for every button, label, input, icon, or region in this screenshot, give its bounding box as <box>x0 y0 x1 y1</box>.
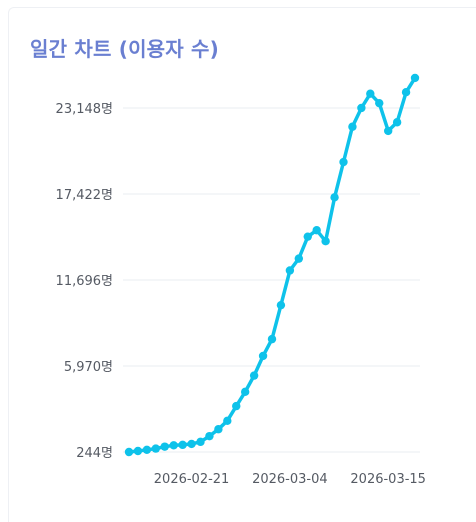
data-point[interactable] <box>223 416 232 426</box>
y-tick-label: 5,970명 <box>64 360 113 375</box>
data-point[interactable] <box>348 122 357 131</box>
data-point[interactable] <box>258 351 268 361</box>
data-point[interactable] <box>383 126 393 136</box>
data-point[interactable] <box>392 118 402 127</box>
data-point[interactable] <box>366 89 375 98</box>
data-point[interactable] <box>357 103 366 113</box>
data-point[interactable] <box>375 98 384 108</box>
data-point[interactable] <box>169 441 178 450</box>
data-point[interactable] <box>312 226 321 235</box>
data-point[interactable] <box>160 442 169 451</box>
data-point[interactable] <box>285 266 295 275</box>
y-tick-label: 244명 <box>76 446 113 461</box>
y-tick-label: 11,696명 <box>56 274 113 289</box>
data-point[interactable] <box>330 193 339 202</box>
data-point[interactable] <box>401 87 411 97</box>
data-point[interactable] <box>124 447 134 457</box>
y-axis-ticks: 244명 5,970명 11,696명 17,422명 23,148명 <box>56 102 113 461</box>
y-tick-label: 17,422명 <box>56 188 113 203</box>
series-users <box>124 73 420 457</box>
data-point[interactable] <box>142 445 152 455</box>
data-point[interactable] <box>321 236 330 246</box>
data-point[interactable] <box>151 444 161 453</box>
data-point[interactable] <box>276 300 286 310</box>
chart-card <box>8 7 476 522</box>
series-line <box>127 76 417 454</box>
data-point[interactable] <box>187 439 196 449</box>
data-point[interactable] <box>303 232 312 241</box>
data-point[interactable] <box>133 446 143 456</box>
data-point[interactable] <box>249 371 259 380</box>
x-tick-label: 2026-03-04 <box>252 472 328 487</box>
data-point[interactable] <box>178 440 187 450</box>
x-axis-ticks: 2026-02-21 2026-03-04 2026-03-15 <box>154 472 426 487</box>
data-point[interactable] <box>232 401 241 411</box>
data-point[interactable] <box>214 425 223 434</box>
x-tick-label: 2026-02-21 <box>154 472 230 487</box>
y-tick-label: 23,148명 <box>56 102 113 117</box>
data-point[interactable] <box>240 387 250 397</box>
data-point[interactable] <box>339 157 348 167</box>
grid-lines <box>123 107 420 453</box>
data-point[interactable] <box>205 431 214 441</box>
data-point[interactable] <box>294 254 304 263</box>
x-tick-label: 2026-03-15 <box>350 472 426 487</box>
chart-title: 일간 차트 (이용자 수) <box>30 37 219 61</box>
data-point[interactable] <box>410 73 420 83</box>
data-point[interactable] <box>267 334 277 344</box>
data-point[interactable] <box>196 437 205 447</box>
